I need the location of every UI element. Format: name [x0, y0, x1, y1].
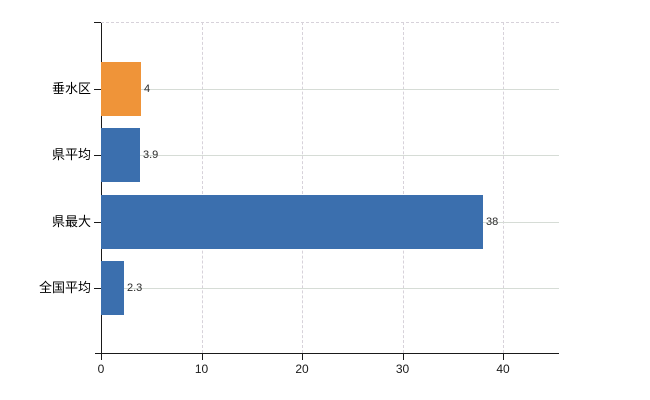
x-tick-label: 20: [295, 362, 309, 376]
x-axis-line: [95, 353, 559, 354]
plot-area: [101, 22, 559, 353]
category-label: 県平均: [51, 147, 91, 162]
category-label: 垂水区: [51, 81, 91, 96]
bar-value-label: 4: [144, 83, 151, 95]
bar-県最大: [101, 195, 483, 249]
vertical-gridline: [503, 22, 504, 353]
bar-垂水区: [101, 62, 141, 116]
category-gridline: [101, 288, 559, 289]
category-gridline: [101, 89, 559, 90]
vertical-gridline: [402, 22, 404, 353]
y-axis-tick: [94, 89, 101, 90]
y-axis-tick: [94, 288, 101, 289]
category-label: 全国平均: [38, 280, 91, 295]
x-axis-tick: [201, 354, 203, 360]
x-tick-label: 40: [496, 362, 510, 376]
x-tick-label: 0: [97, 362, 105, 376]
bar-全国平均: [101, 261, 124, 315]
vertical-gridline: [201, 22, 203, 353]
bar-value-label: 2.3: [127, 282, 143, 294]
category-gridline: [101, 155, 559, 156]
x-axis-tick: [302, 354, 303, 360]
vertical-gridline: [302, 22, 303, 353]
y-axis-line: [101, 22, 102, 354]
x-axis-tick: [503, 354, 504, 360]
x-axis-tick: [402, 354, 404, 360]
bar-value-label: 3.9: [143, 149, 159, 161]
x-tick-label: 30: [395, 362, 410, 376]
bar-県平均: [101, 128, 140, 182]
plot-top-gridline: [101, 22, 559, 23]
x-axis-tick: [101, 354, 102, 360]
x-tick-label: 10: [194, 362, 209, 376]
y-axis-end-tick: [94, 22, 101, 23]
category-label: 県最大: [51, 214, 91, 229]
y-axis-tick: [94, 155, 101, 156]
y-axis-tick: [94, 222, 101, 223]
bar-value-label: 38: [486, 216, 499, 228]
